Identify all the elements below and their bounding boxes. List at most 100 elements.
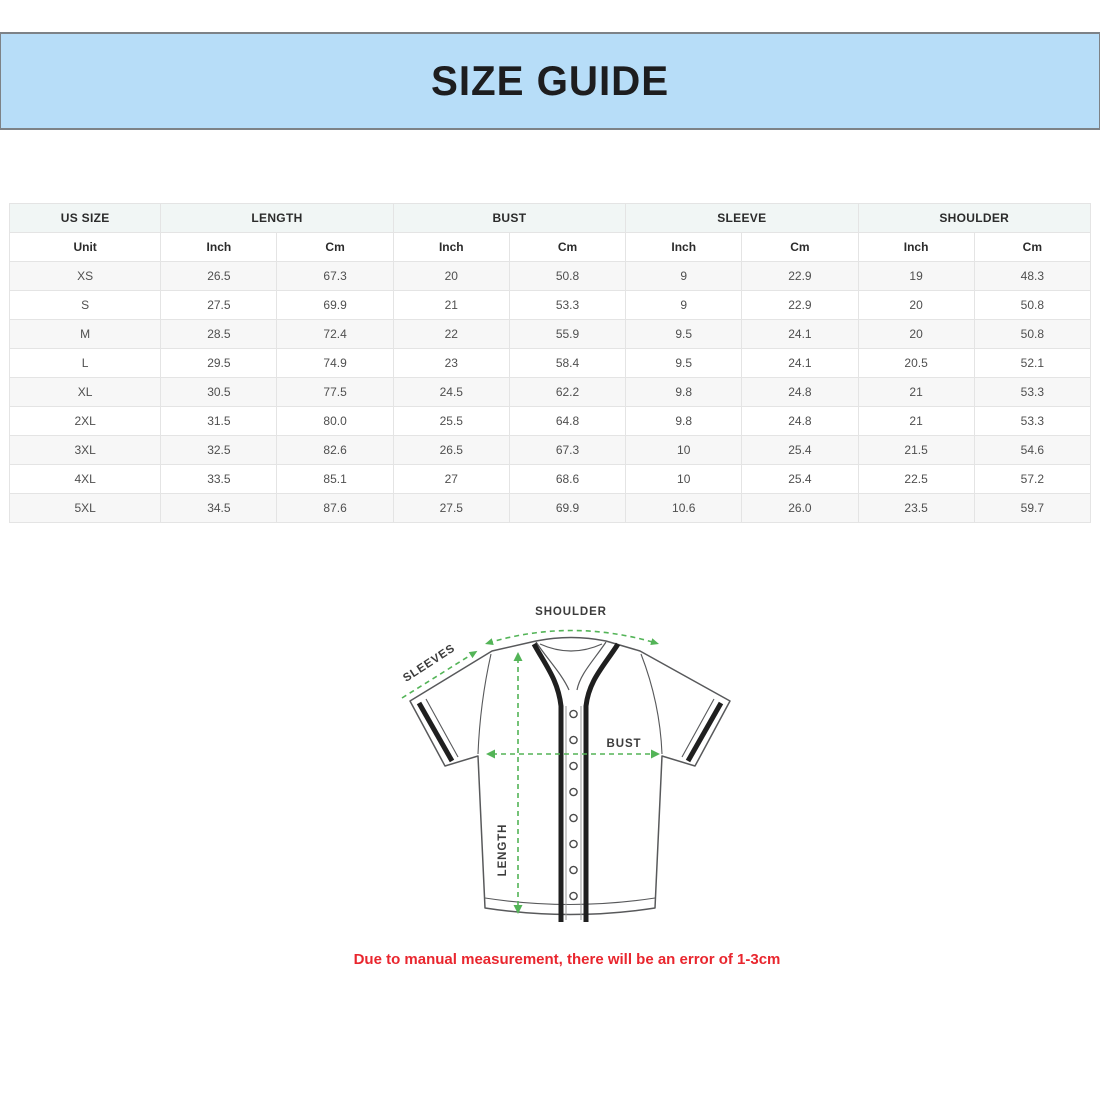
jersey-placket-trim-right bbox=[583, 642, 621, 922]
unit-header-cell: Inch bbox=[857, 232, 975, 262]
size-value-cell: 69.9 bbox=[508, 493, 627, 523]
jersey-hem-line bbox=[484, 897, 656, 906]
size-value-cell: 55.9 bbox=[508, 319, 627, 349]
size-value-cell: 24.1 bbox=[741, 348, 859, 378]
column-group-header: SHOULDER bbox=[857, 203, 1091, 233]
size-value-cell: 57.2 bbox=[973, 464, 1092, 494]
size-value-cell: 19 bbox=[857, 261, 975, 291]
size-value-cell: 48.3 bbox=[973, 261, 1092, 291]
unit-header-cell: Unit bbox=[8, 232, 162, 262]
jersey-sleeve-line-right bbox=[681, 698, 715, 758]
size-value-cell: 20 bbox=[857, 290, 975, 320]
size-value-cell: 26.5 bbox=[392, 435, 510, 465]
size-value-cell: 23 bbox=[392, 348, 510, 378]
size-value-cell: 23.5 bbox=[857, 493, 975, 523]
unit-header-cell: Cm bbox=[973, 232, 1092, 262]
size-value-cell: 24.8 bbox=[741, 377, 859, 407]
size-value-cell: 21 bbox=[392, 290, 510, 320]
jersey-buttons bbox=[569, 709, 578, 901]
size-value-cell: 52.1 bbox=[973, 348, 1092, 378]
jersey-vneck-right bbox=[576, 641, 607, 691]
size-value-cell: 9.5 bbox=[625, 348, 743, 378]
column-group-header: BUST bbox=[392, 203, 627, 233]
table-row: XS 26.5 67.3 20 50.8 9 22.9 19 48.3 bbox=[8, 261, 1092, 291]
jersey-sleeve-stripe-right bbox=[685, 701, 724, 763]
jersey-diagram-svg: SHOULDER SLEEVES BUST LENGTH bbox=[401, 606, 731, 922]
size-name-cell: S bbox=[8, 290, 162, 320]
length-arrow-bottom-icon bbox=[513, 905, 523, 914]
size-value-cell: 25.5 bbox=[392, 406, 510, 436]
bust-label: BUST bbox=[607, 738, 642, 750]
sleeves-arrow-icon bbox=[468, 650, 478, 659]
size-table-body: XS 26.5 67.3 20 50.8 9 22.9 19 48.3 S 27.5 69.9 21 53… bbox=[8, 261, 1092, 523]
size-value-cell: 22.9 bbox=[741, 261, 859, 291]
measurement-note: Due to manual measurement, there will be… bbox=[353, 951, 781, 968]
size-value-cell: 87.6 bbox=[276, 493, 394, 523]
size-value-cell: 25.4 bbox=[741, 464, 859, 494]
size-value-cell: 26.0 bbox=[741, 493, 859, 523]
size-value-cell: 82.6 bbox=[276, 435, 394, 465]
table-row: 3XL 32.5 82.6 26.5 67.3 10 25.4 21.5 54.6 bbox=[8, 435, 1092, 465]
jersey-vneck-left bbox=[535, 641, 570, 691]
size-name-cell: 2XL bbox=[8, 406, 162, 436]
size-value-cell: 27.5 bbox=[392, 493, 510, 523]
size-name-cell: 4XL bbox=[8, 464, 162, 494]
size-value-cell: 22.9 bbox=[741, 290, 859, 320]
size-value-cell: 28.5 bbox=[160, 319, 278, 349]
jersey-sleeve-stripe-left bbox=[416, 701, 455, 763]
size-value-cell: 58.4 bbox=[508, 348, 627, 378]
table-row: S 27.5 69.9 21 53.3 9 22.9 20 50.8 bbox=[8, 290, 1092, 320]
jersey-sleeve-line-left bbox=[425, 698, 459, 758]
size-value-cell: 53.3 bbox=[973, 406, 1092, 436]
jersey-placket-trim-left bbox=[531, 642, 564, 922]
bust-arrow-left-icon bbox=[486, 749, 495, 759]
size-value-cell: 72.4 bbox=[276, 319, 394, 349]
size-value-cell: 77.5 bbox=[276, 377, 394, 407]
size-value-cell: 74.9 bbox=[276, 348, 394, 378]
size-value-cell: 29.5 bbox=[160, 348, 278, 378]
size-value-cell: 27 bbox=[392, 464, 510, 494]
size-value-cell: 30.5 bbox=[160, 377, 278, 407]
size-value-cell: 10 bbox=[625, 435, 743, 465]
size-value-cell: 53.3 bbox=[973, 377, 1092, 407]
size-value-cell: 9.8 bbox=[625, 377, 743, 407]
size-value-cell: 34.5 bbox=[160, 493, 278, 523]
unit-header-cell: Cm bbox=[741, 232, 859, 262]
size-value-cell: 62.2 bbox=[508, 377, 627, 407]
table-row: 5XL 34.5 87.6 27.5 69.9 10.6 26.0 23.5 59.7 bbox=[8, 493, 1092, 523]
size-value-cell: 32.5 bbox=[160, 435, 278, 465]
size-value-cell: 22.5 bbox=[857, 464, 975, 494]
size-value-cell: 20 bbox=[857, 319, 975, 349]
size-value-cell: 25.4 bbox=[741, 435, 859, 465]
size-value-cell: 24.8 bbox=[741, 406, 859, 436]
size-value-cell: 50.8 bbox=[973, 290, 1092, 320]
size-value-cell: 67.3 bbox=[508, 435, 627, 465]
length-label: LENGTH bbox=[497, 824, 509, 877]
size-value-cell: 69.9 bbox=[276, 290, 394, 320]
table-group-header-row: US SIZE LENGTH BUST SLEEVE SHOULDER bbox=[8, 203, 1091, 233]
jersey-seam-right bbox=[640, 653, 663, 755]
table-row: M 28.5 72.4 22 55.9 9.5 24.1 20 50.8 bbox=[8, 319, 1092, 349]
size-name-cell: M bbox=[8, 319, 162, 349]
shoulder-label: SHOULDER bbox=[535, 606, 607, 618]
table-row: 4XL 33.5 85.1 27 68.6 10 25.4 22.5 57.2 bbox=[8, 464, 1092, 494]
column-group-header: LENGTH bbox=[160, 203, 394, 233]
size-value-cell: 53.3 bbox=[508, 290, 627, 320]
shoulder-measure-arc bbox=[487, 629, 657, 644]
bust-arrow-right-icon bbox=[651, 749, 660, 759]
size-value-cell: 80.0 bbox=[276, 406, 394, 436]
size-value-cell: 68.6 bbox=[508, 464, 627, 494]
size-value-cell: 64.8 bbox=[508, 406, 627, 436]
size-name-cell: XS bbox=[8, 261, 162, 291]
size-value-cell: 21.5 bbox=[857, 435, 975, 465]
measurement-arrows bbox=[401, 629, 657, 908]
size-name-cell: L bbox=[8, 348, 162, 378]
column-group-header: SLEEVE bbox=[625, 203, 859, 233]
size-value-cell: 31.5 bbox=[160, 406, 278, 436]
jersey-outline bbox=[409, 636, 731, 916]
size-name-cell: 5XL bbox=[8, 493, 162, 523]
size-value-cell: 24.5 bbox=[392, 377, 510, 407]
size-value-cell: 67.3 bbox=[276, 261, 394, 291]
size-name-cell: XL bbox=[8, 377, 162, 407]
jersey-seam-left bbox=[477, 653, 492, 755]
